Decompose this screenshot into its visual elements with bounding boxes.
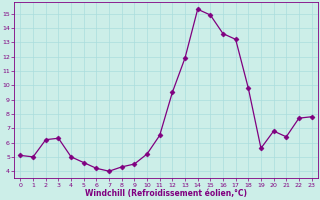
X-axis label: Windchill (Refroidissement éolien,°C): Windchill (Refroidissement éolien,°C) [85,189,247,198]
